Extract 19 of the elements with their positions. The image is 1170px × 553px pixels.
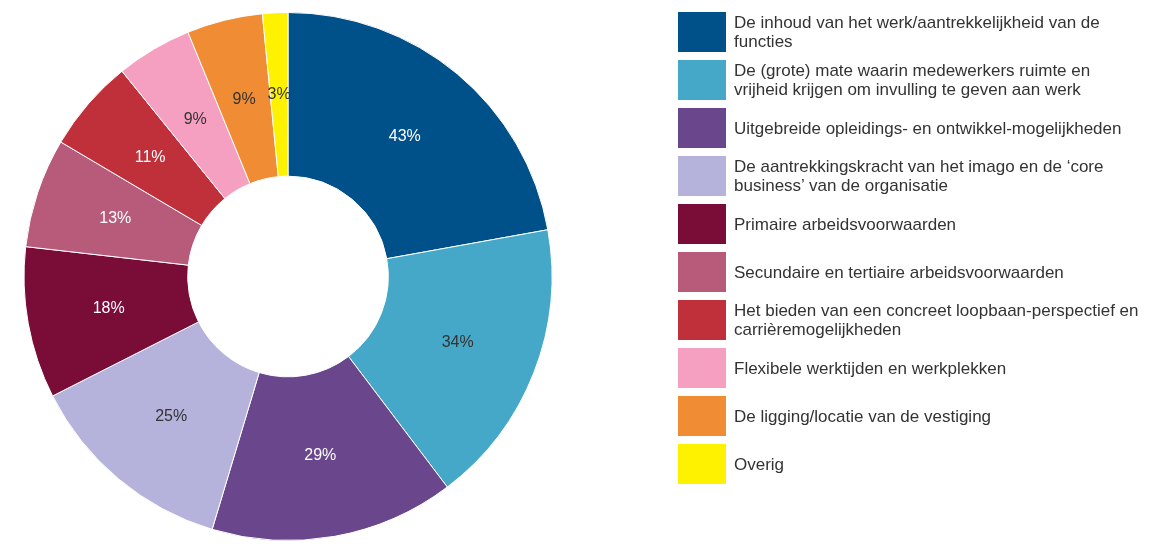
data-label: 43%	[388, 127, 421, 145]
legend-label: Flexibele werktijden en werkplekken	[734, 358, 1008, 378]
data-label: 34%	[441, 333, 474, 351]
data-label: 13%	[99, 208, 132, 226]
data-label: 9%	[183, 110, 207, 128]
legend-label: De ligging/locatie van de vestiging	[734, 406, 993, 426]
data-label: 29%	[304, 446, 337, 464]
legend-label: Overig	[734, 454, 786, 474]
legend-label: Het bieden van een concreet loopbaan-perspectief en carrièremogelijkheden	[734, 301, 1140, 339]
legend-label: Primaire arbeidsvoorwaarden	[734, 214, 958, 234]
legend-label: Secundaire en tertiaire arbeidsvoorwaarden	[734, 262, 1065, 282]
legend-label: De (grote) mate waarin medewerkers ruimte en vrijheid krijgen om invulling te geven aan werk	[734, 61, 1092, 99]
data-label: 11%	[134, 147, 166, 165]
data-label: 25%	[155, 406, 188, 424]
legend-label: De aantrekkingskracht van het imago en de ‘core business’ van de organisatie	[734, 157, 1105, 195]
data-label: 9%	[232, 90, 256, 108]
data-label: 18%	[92, 299, 125, 317]
legend-label: De inhoud van het werk/aantrekkelijkheid van de functies	[734, 13, 1101, 51]
legend-label: Uitgebreide opleidings- en ontwikkel-mogelijkheden	[734, 118, 1123, 138]
